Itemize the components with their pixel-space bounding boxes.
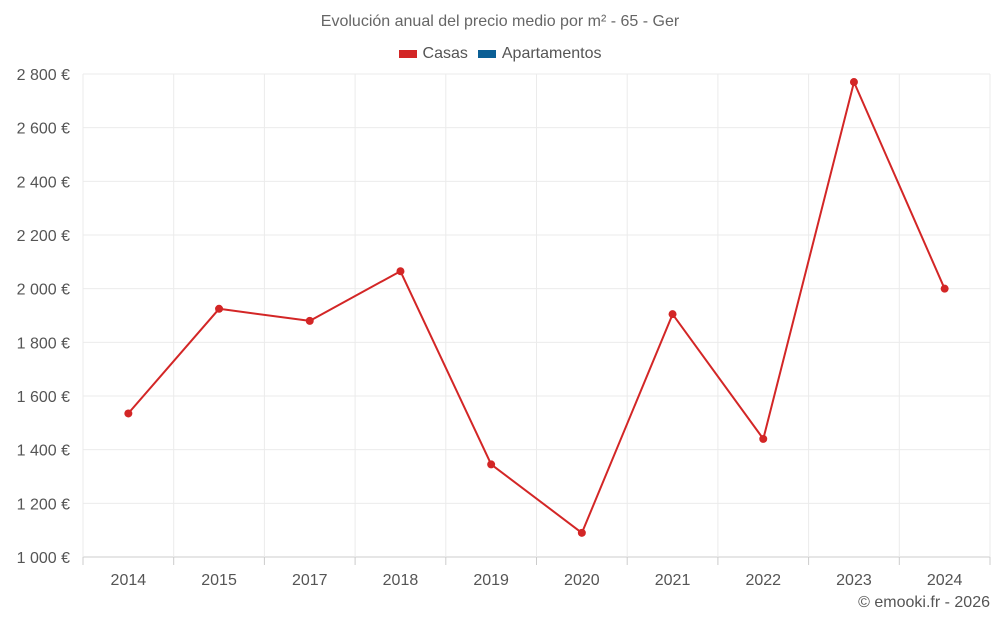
x-tick-label: 2021 bbox=[655, 572, 691, 589]
y-tick-label: 2 800 € bbox=[17, 67, 70, 84]
y-tick-label: 2 000 € bbox=[17, 282, 70, 299]
data-point[interactable] bbox=[759, 434, 768, 443]
y-tick-label: 2 200 € bbox=[17, 228, 70, 245]
data-point[interactable] bbox=[124, 409, 133, 418]
axis-layer: 1 000 € 1 200 € 1 400 € 1 600 € 1 800 € 2 000… bbox=[17, 67, 991, 589]
y-tick-label: 1 800 € bbox=[17, 335, 70, 352]
legend-label-apartamentos: Apartamentos bbox=[501, 45, 602, 62]
x-tick-label: 2022 bbox=[745, 572, 781, 589]
y-tick-label: 1 000 € bbox=[17, 550, 70, 567]
y-tick-label: 2 400 € bbox=[17, 174, 70, 191]
legend-swatch-casas bbox=[398, 50, 417, 58]
x-tick-label: 2014 bbox=[111, 572, 147, 589]
x-tick-label: 2024 bbox=[927, 572, 963, 589]
grid-layer bbox=[82, 73, 991, 558]
y-tick-label: 1 400 € bbox=[17, 443, 70, 460]
data-point[interactable] bbox=[577, 528, 586, 537]
legend: Casas Apartamentos bbox=[0, 45, 1000, 63]
chart-title: Evolución anual del precio medio por m² … bbox=[320, 13, 680, 30]
x-tick-label: 2015 bbox=[201, 572, 237, 589]
legend-swatch-apartamentos bbox=[477, 50, 496, 58]
legend-item-apartamentos[interactable]: Apartamentos bbox=[477, 45, 602, 63]
data-point[interactable] bbox=[396, 267, 405, 276]
x-tick-label: 2023 bbox=[836, 572, 872, 589]
data-point[interactable] bbox=[305, 316, 314, 325]
legend-label-casas: Casas bbox=[422, 45, 468, 62]
y-tick-label: 1 600 € bbox=[17, 389, 70, 406]
legend-item-casas[interactable]: Casas bbox=[398, 45, 468, 63]
y-tick-label: 1 200 € bbox=[17, 496, 70, 513]
data-point[interactable] bbox=[849, 78, 858, 87]
series-line-casas bbox=[127, 81, 946, 534]
y-tick-label: 2 600 € bbox=[17, 121, 70, 138]
data-point[interactable] bbox=[215, 304, 224, 313]
data-point[interactable] bbox=[668, 310, 677, 319]
x-tick-label: 2019 bbox=[473, 572, 509, 589]
credit-text: © emooki.fr - 2026 bbox=[858, 594, 990, 611]
x-tick-label: 2020 bbox=[564, 572, 600, 589]
series-layer bbox=[124, 78, 949, 537]
data-point[interactable] bbox=[487, 460, 496, 469]
data-point[interactable] bbox=[940, 284, 949, 293]
x-tick-label: 2017 bbox=[292, 572, 328, 589]
x-tick-label: 2018 bbox=[383, 572, 419, 589]
